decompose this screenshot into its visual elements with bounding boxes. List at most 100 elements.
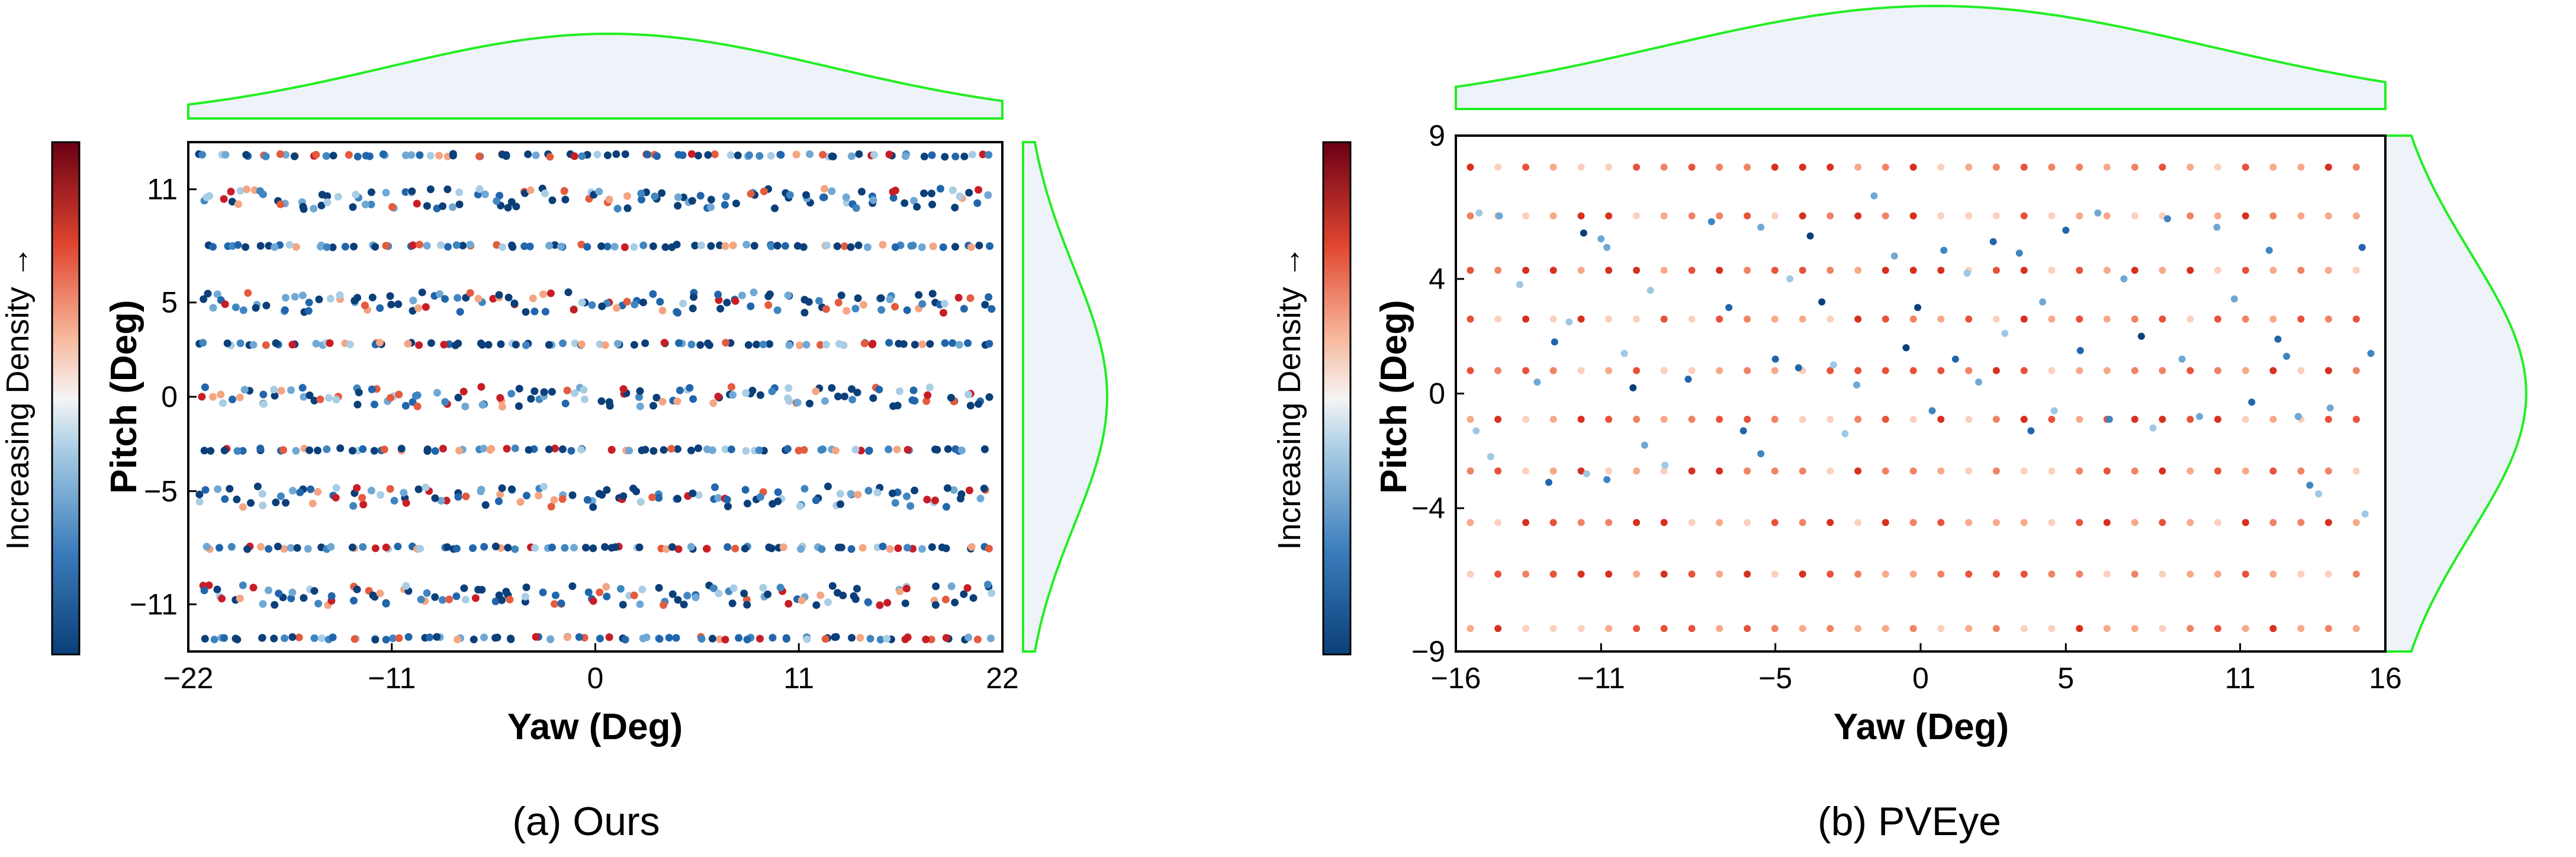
data-point: [597, 242, 606, 251]
data-point: [947, 394, 955, 402]
data-point: [491, 634, 500, 642]
grid-point: [1771, 570, 1779, 578]
data-point: [466, 289, 474, 297]
data-point: [1707, 218, 1715, 226]
data-point: [722, 339, 730, 347]
panel-b-right-marginal: [2384, 134, 2527, 653]
grid-point: [1826, 519, 1834, 527]
data-point: [404, 633, 413, 641]
grid-point: [2297, 267, 2305, 274]
data-point: [228, 198, 236, 206]
grid-point: [1522, 416, 1530, 423]
data-point: [327, 592, 336, 600]
data-point: [583, 243, 591, 251]
data-point: [578, 298, 586, 307]
data-point: [686, 384, 694, 392]
grid-point: [2297, 625, 2305, 633]
grid-point: [1965, 625, 1973, 633]
grid-point: [2103, 212, 2111, 220]
data-point: [1890, 252, 1898, 260]
data-point: [728, 599, 737, 608]
data-point: [752, 341, 761, 349]
data-point: [969, 594, 977, 602]
data-point: [815, 297, 823, 305]
grid-point: [1522, 625, 1530, 633]
data-point: [593, 150, 602, 159]
data-point: [270, 386, 278, 394]
grid-point: [1909, 315, 1917, 323]
grid-point: [1605, 467, 1613, 475]
data-point: [205, 192, 214, 200]
data-point: [679, 299, 687, 307]
data-point: [551, 444, 559, 452]
y-tick-label: 0: [161, 380, 178, 413]
data-point: [674, 545, 683, 553]
data-point: [630, 243, 638, 251]
data-point: [658, 189, 666, 197]
data-point: [1841, 430, 1849, 438]
data-point: [621, 635, 629, 644]
data-point: [557, 599, 565, 608]
grid-point: [2020, 267, 2028, 274]
data-point: [1739, 427, 1747, 435]
data-point: [596, 634, 604, 643]
data-point: [1771, 355, 1779, 363]
grid-point: [1937, 367, 1945, 374]
data-point: [345, 151, 353, 159]
data-point: [942, 544, 950, 553]
data-point: [601, 341, 609, 349]
grid-point: [2297, 467, 2305, 475]
data-point: [539, 483, 548, 491]
grid-point: [1494, 467, 1502, 475]
x-tick-label: −11: [1577, 662, 1625, 695]
grid-point: [1494, 570, 1502, 578]
grid-point: [1605, 570, 1613, 578]
data-point: [655, 635, 664, 643]
data-point: [329, 633, 337, 641]
data-point: [523, 492, 530, 500]
data-point: [635, 543, 644, 551]
data-point: [847, 545, 856, 553]
grid-point: [2159, 267, 2166, 274]
data-point: [298, 384, 307, 392]
data-point: [731, 297, 739, 305]
grid-point: [2048, 212, 2056, 220]
grid-point: [2325, 367, 2332, 374]
panel-b-y-axis-title: Pitch (Deg): [1374, 300, 1414, 493]
data-point: [928, 151, 936, 159]
grid-point: [2159, 625, 2166, 633]
data-point: [795, 447, 803, 455]
data-point: [510, 299, 519, 307]
data-point: [767, 152, 775, 160]
data-point: [512, 341, 520, 349]
grid-point: [1882, 367, 1889, 374]
data-point: [277, 387, 285, 395]
data-point: [855, 150, 863, 158]
grid-point: [2241, 570, 2249, 578]
data-point: [947, 582, 956, 590]
data-point: [988, 589, 996, 597]
data-point: [495, 497, 503, 505]
data-point: [359, 445, 367, 453]
grid-point: [2048, 416, 2056, 423]
data-point: [415, 341, 423, 349]
grid-point: [1826, 367, 1834, 374]
grid-point: [2214, 519, 2221, 527]
data-point: [854, 241, 863, 249]
data-point: [382, 242, 390, 250]
grid-point: [2241, 163, 2249, 171]
grid-point: [2269, 519, 2277, 527]
data-point: [557, 242, 565, 251]
grid-point: [1744, 267, 1751, 274]
data-point: [581, 395, 588, 403]
data-point: [948, 186, 957, 194]
grid-point: [1577, 467, 1585, 475]
data-point: [409, 296, 417, 304]
data-point: [1475, 209, 1483, 217]
data-point: [551, 241, 559, 249]
data-point: [889, 489, 896, 497]
grid-point: [2131, 416, 2138, 423]
data-point: [239, 306, 247, 314]
grid-point: [1577, 163, 1585, 171]
data-point: [462, 596, 469, 604]
